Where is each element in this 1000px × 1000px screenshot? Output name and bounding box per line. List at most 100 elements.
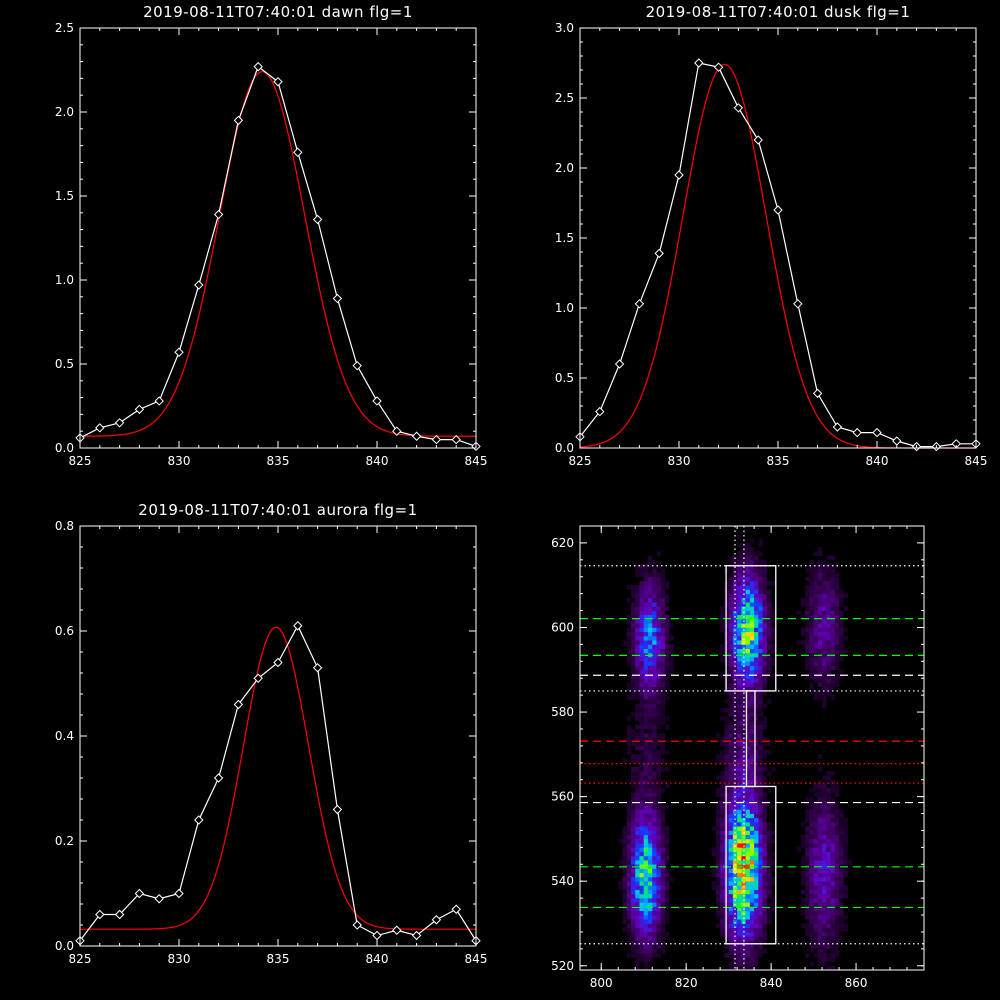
- heatmap-cell: [626, 728, 632, 734]
- heatmap-cell: [813, 915, 819, 920]
- heatmap-cell: [720, 783, 725, 789]
- heatmap-cell: [622, 881, 628, 886]
- heatmap-cell: [741, 805, 746, 810]
- heatmap-cell: [805, 830, 810, 835]
- heatmap-cell: [643, 754, 649, 759]
- heatmap-cell: [817, 593, 823, 599]
- heatmap-cell: [758, 669, 763, 675]
- heatmap-cell: [771, 580, 776, 586]
- heatmap-cell: [639, 703, 645, 709]
- heatmap-cell: [724, 745, 729, 751]
- heatmap-cell: [745, 741, 751, 747]
- heatmap-cell: [809, 864, 814, 869]
- heatmap-cell: [643, 788, 649, 793]
- heatmap-cell: [741, 720, 746, 726]
- heatmap-cell: [664, 885, 670, 890]
- heatmap-cell: [741, 674, 746, 679]
- heatmap-cell: [758, 830, 763, 835]
- heatmap-cell: [639, 754, 645, 759]
- heatmap-cell: [817, 788, 823, 793]
- heatmap-cell: [732, 580, 738, 586]
- x-tick-label: 840: [760, 976, 783, 990]
- heatmap-cell: [720, 927, 725, 933]
- heatmap-cell: [758, 606, 763, 611]
- heatmap-cell: [626, 847, 632, 852]
- heatmap-cell: [830, 593, 836, 599]
- heatmap-cell: [766, 699, 772, 704]
- heatmap-cell: [630, 809, 636, 814]
- heatmap-cell: [728, 961, 734, 967]
- heatmap-cell: [626, 724, 632, 730]
- heatmap-cell: [822, 885, 827, 890]
- heatmap-cell: [660, 678, 666, 683]
- heatmap-cell: [830, 580, 836, 586]
- heatmap-cell: [630, 940, 636, 945]
- heatmap-cell: [737, 830, 742, 835]
- heatmap-cell: [639, 864, 645, 869]
- heatmap-cell: [643, 762, 649, 768]
- heatmap-cell: [732, 724, 738, 730]
- heatmap-cell: [758, 826, 763, 831]
- heatmap-cell: [660, 610, 666, 616]
- heatmap-cell: [728, 678, 734, 683]
- heatmap-cell: [771, 876, 776, 882]
- heatmap-cell: [834, 635, 840, 641]
- heatmap-cell: [826, 847, 831, 852]
- heatmap-cell: [762, 805, 768, 810]
- heatmap-cell: [635, 606, 640, 611]
- heatmap-cell: [830, 889, 836, 895]
- heatmap-cell: [839, 627, 844, 633]
- heatmap-cell: [647, 855, 653, 861]
- heatmap-cell: [635, 733, 640, 738]
- heatmap-cell: [737, 767, 742, 772]
- heatmap-cell: [647, 923, 653, 929]
- heatmap-cell: [754, 805, 759, 810]
- heatmap-cell: [724, 779, 729, 785]
- heatmap-cell: [732, 936, 738, 941]
- heatmap-cell: [749, 796, 755, 802]
- heatmap-cell: [745, 860, 751, 865]
- heatmap-cell: [647, 754, 653, 759]
- heatmap-cell: [817, 597, 823, 603]
- chart-title: 2019-08-11T07:40:01 aurora flg=1: [138, 501, 417, 519]
- heatmap-cell: [652, 788, 657, 793]
- heatmap-cell: [805, 661, 810, 666]
- heatmap-cell: [732, 805, 738, 810]
- data-point: [614, 359, 625, 369]
- heatmap-cell: [622, 834, 628, 840]
- heatmap-cell: [817, 881, 823, 886]
- heatmap-cell: [749, 898, 755, 903]
- heatmap-cell: [839, 644, 844, 649]
- heatmap-cell: [839, 838, 844, 844]
- heatmap-cell: [749, 559, 755, 565]
- heatmap-cell: [749, 733, 755, 738]
- heatmap-cell: [732, 881, 738, 886]
- heatmap-cell: [809, 851, 814, 857]
- heatmap-cell: [762, 830, 768, 835]
- heatmap-cell: [771, 661, 776, 666]
- heatmap-cell: [754, 597, 759, 603]
- heatmap-cell: [817, 923, 823, 929]
- heatmap-cell: [630, 817, 636, 823]
- heatmap-cell: [647, 915, 653, 920]
- heatmap-cell: [639, 745, 645, 751]
- heatmap-cell: [639, 648, 645, 654]
- heatmap-cell: [737, 623, 742, 628]
- heatmap-cell: [732, 669, 738, 675]
- heatmap-cell: [635, 623, 640, 628]
- heatmap-cell: [813, 648, 819, 654]
- heatmap-cell: [745, 957, 751, 962]
- heatmap-cell: [754, 750, 759, 755]
- heatmap-cell: [639, 665, 645, 671]
- heatmap-cell: [635, 674, 640, 679]
- heatmap-cell: [834, 809, 840, 814]
- heatmap-cell: [720, 931, 725, 937]
- heatmap-cell: [652, 826, 657, 831]
- data-point: [411, 930, 422, 941]
- heatmap-cell: [762, 813, 768, 819]
- heatmap-cell: [766, 872, 772, 878]
- heatmap-cell: [758, 686, 763, 692]
- heatmap-cell: [762, 792, 768, 797]
- heatmap-cell: [817, 627, 823, 633]
- heatmap-cell: [737, 551, 742, 556]
